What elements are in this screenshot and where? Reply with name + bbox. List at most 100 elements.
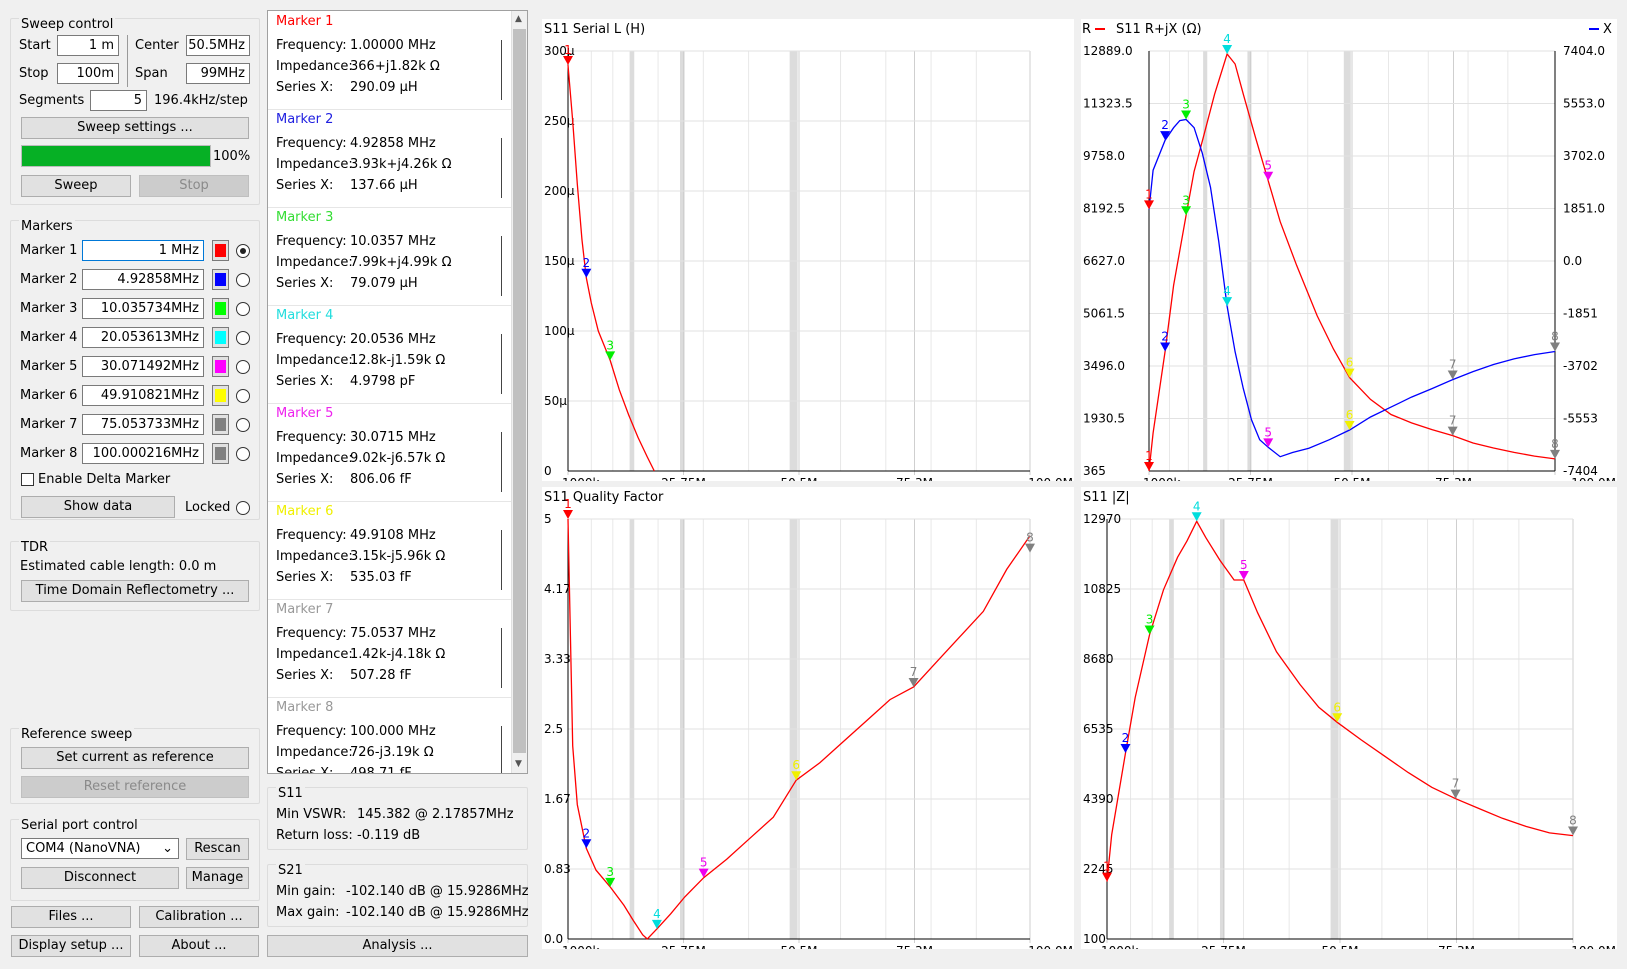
marker-color-button[interactable] (212, 269, 229, 290)
marker-triangle (1447, 370, 1458, 380)
x-tick-label: 25.75M (1228, 476, 1273, 481)
marker-label: 8 (1551, 437, 1559, 451)
y-tick-label: 10825 (1083, 582, 1121, 596)
center-input[interactable]: 50.5MHz (186, 35, 250, 56)
r-jx-chart[interactable]: S11 R+jX (Ω)RX1000k25.75M50.5M75.3M100.0… (1081, 19, 1617, 490)
marker-row-label: Marker 2 (20, 272, 78, 287)
show-data-button[interactable]: Show data (21, 496, 175, 518)
marker-select-radio[interactable] (236, 447, 250, 461)
port-select[interactable]: COM4 (NanoVNA) ⌄ (21, 838, 179, 859)
marker-triangle (1344, 368, 1355, 378)
disconnect-button[interactable]: Disconnect (21, 867, 179, 889)
serial-l-chart[interactable]: S11 Serial L (H) 1000k 25.75M 50.5M 75.3M 100… (542, 19, 1074, 490)
marker-frequency-input[interactable]: 30.071492MHz (82, 356, 204, 377)
calibration-button[interactable]: Calibration ... (139, 906, 259, 928)
delta-marker-checkbox[interactable] (21, 473, 34, 486)
marker-frequency-input[interactable]: 75.053733MHz (82, 414, 204, 435)
chart-title: S11 R+jX (Ω) (1116, 22, 1202, 37)
x-tick-label: 25.75M (661, 476, 706, 481)
quality-factor-chart[interactable]: S11 Quality Factor 1000k 25.75M 50.5M 75.3M 1… (542, 487, 1074, 958)
marker-detail-divider (501, 40, 502, 100)
marker-select-radio[interactable] (236, 389, 250, 403)
y-tick-label: 8680 (1083, 652, 1114, 666)
marker-color-button[interactable] (212, 385, 229, 406)
marker-details-panel[interactable]: Marker 1 Frequency: 1.00000 MHz Impedanc… (267, 10, 528, 774)
marker-label: 8 (1551, 329, 1559, 343)
marker-detail-title: Marker 6 (276, 504, 334, 519)
marker-color-button[interactable] (212, 443, 229, 464)
marker-detail-block: Marker 1 Frequency: 1.00000 MHz Impedanc… (268, 12, 512, 110)
files-button[interactable]: Files ... (11, 906, 131, 928)
segments-label: Segments (19, 93, 85, 108)
span-input[interactable]: 99MHz (186, 63, 250, 84)
marker-color-button[interactable] (212, 298, 229, 319)
marker-color-button[interactable] (212, 240, 229, 261)
marker-select-radio[interactable] (236, 331, 250, 345)
rescan-button[interactable]: Rescan (186, 838, 249, 860)
y-tick-label: 2.5 (544, 722, 563, 736)
marker-triangle (698, 868, 709, 878)
scroll-down-icon[interactable]: ▼ (515, 759, 522, 769)
marker-frequency-input[interactable]: 49.910821MHz (82, 385, 204, 406)
marker-frequency-input[interactable]: 10.035734MHz (82, 298, 204, 319)
marker-label: 6 (792, 758, 800, 772)
marker-triangle (1222, 297, 1233, 307)
segments-input[interactable]: 5 (90, 90, 147, 111)
scroll-up-icon[interactable]: ▲ (515, 14, 522, 24)
marker-select-radio[interactable] (236, 273, 250, 287)
x-tick-label: 75.3M (1435, 476, 1472, 481)
y-tick-label: 8192.5 (1083, 202, 1125, 216)
stop-button[interactable]: Stop (139, 175, 249, 197)
y2-tick-label: 0.0 (1563, 254, 1582, 268)
y-tick-label: 4390 (1083, 792, 1114, 806)
marker-frequency-input[interactable]: 100.000216MHz (82, 443, 204, 464)
series-x-label: Series X: (276, 668, 334, 683)
marker-select-radio[interactable] (236, 418, 250, 432)
marker-color-button[interactable] (212, 414, 229, 435)
marker-select-radio[interactable] (236, 360, 250, 374)
marker-triangle (1550, 342, 1560, 352)
legend-x-label: X (1603, 22, 1612, 37)
series-x-value: 4.9798 pF (350, 374, 416, 389)
y-tick-label: 1.67 (544, 792, 571, 806)
marker-frequency-input[interactable]: 4.92858MHz (82, 269, 204, 290)
reset-reference-button[interactable]: Reset reference (21, 776, 249, 798)
sweep-control-group: Sweep control (10, 17, 260, 205)
marker-frequency-input[interactable]: 1 MHz (82, 240, 204, 261)
about-button[interactable]: About ... (139, 935, 259, 957)
min-gain-label: Min gain: (276, 884, 336, 899)
manage-button[interactable]: Manage (186, 867, 249, 889)
frequency-value: 20.0536 MHz (350, 332, 436, 347)
scrollbar-thumb[interactable] (513, 29, 526, 753)
analysis-button[interactable]: Analysis ... (267, 935, 528, 957)
start-input[interactable]: 1 m (57, 35, 119, 56)
marker-details-scrollbar[interactable]: ▲ ▼ (511, 11, 527, 773)
max-gain-value: -102.140 dB @ 15.9286MHz (346, 905, 529, 920)
marker-triangle (563, 510, 573, 519)
serial-title: Serial port control (19, 818, 140, 833)
series-x-value: 498.71 fF (350, 766, 412, 774)
tdr-button[interactable]: Time Domain Reflectometry ... (21, 580, 249, 602)
span-label: Span (135, 66, 168, 81)
s21-summary-group: S21 (267, 863, 528, 927)
series-x-label: Series X: (276, 276, 334, 291)
marker-color-button[interactable] (212, 327, 229, 348)
marker-select-radio[interactable] (236, 302, 250, 316)
frequency-label: Frequency: (276, 626, 347, 641)
marker-color-button[interactable] (212, 356, 229, 377)
sweep-button[interactable]: Sweep (21, 175, 131, 197)
min-vswr-value: 145.382 @ 2.17857MHz (357, 807, 514, 822)
locked-radio[interactable] (236, 501, 250, 515)
marker-select-radio[interactable] (236, 244, 250, 258)
marker-label: 5 (1264, 425, 1272, 439)
x-tick-label: 50.5M (1333, 476, 1370, 481)
stop-input[interactable]: 100m (57, 63, 119, 84)
frequency-label: Frequency: (276, 724, 347, 739)
marker-frequency-input[interactable]: 20.053613MHz (82, 327, 204, 348)
chart-title: S11 Serial L (H) (544, 22, 645, 37)
marker-detail-divider (501, 138, 502, 198)
sweep-settings-button[interactable]: Sweep settings ... (21, 117, 249, 139)
impedance-magnitude-chart[interactable]: S11 |Z| 1000k 25.75M 50.5M 75.3M 100.0M 12970 1… (1081, 487, 1617, 958)
display-setup-button[interactable]: Display setup ... (11, 935, 131, 957)
set-reference-button[interactable]: Set current as reference (21, 747, 249, 769)
